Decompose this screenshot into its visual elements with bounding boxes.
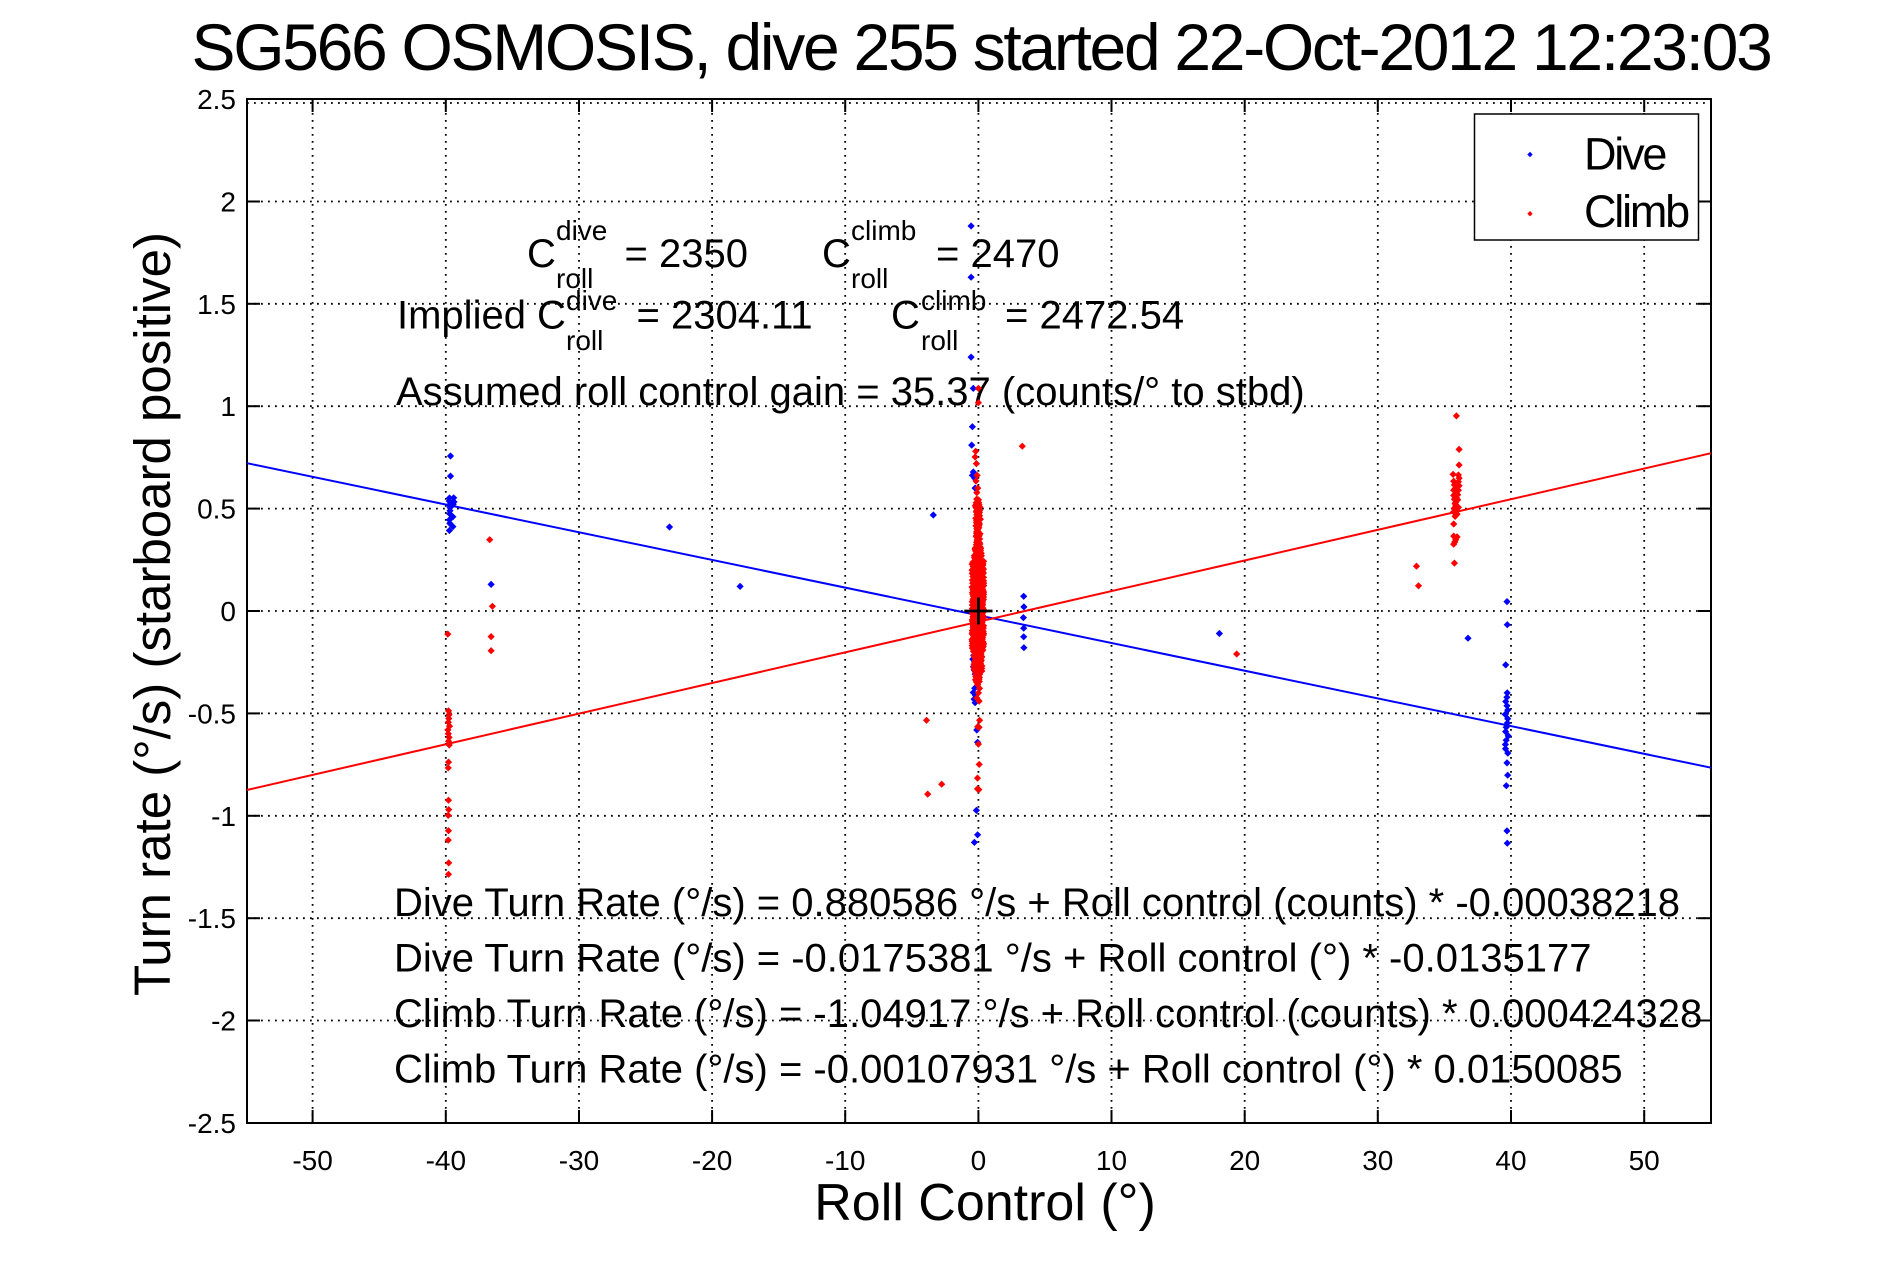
svg-text:Roll Control (°): Roll Control (°) — [814, 1174, 1156, 1232]
svg-text:-50: -50 — [292, 1145, 332, 1176]
svg-text:40: 40 — [1495, 1145, 1526, 1176]
svg-text:0.5: 0.5 — [197, 494, 236, 525]
svg-text:Climb Turn Rate (°/s) = -1.049: Climb Turn Rate (°/s) = -1.04917 °/s + R… — [394, 992, 1702, 1036]
svg-text:Dive Turn Rate (°/s) = -0.0175: Dive Turn Rate (°/s) = -0.0175381 °/s + … — [394, 937, 1591, 981]
svg-text:-30: -30 — [559, 1145, 599, 1176]
svg-text:2.5: 2.5 — [197, 84, 236, 115]
svg-text:Dive: Dive — [1584, 129, 1666, 180]
svg-text:1: 1 — [220, 391, 236, 422]
svg-text:-20: -20 — [692, 1145, 732, 1176]
svg-text:SG566 OSMOSIS, dive 255 starte: SG566 OSMOSIS, dive 255 started 22-Oct-2… — [191, 10, 1770, 84]
svg-text:Dive Turn Rate (°/s) = 0.88058: Dive Turn Rate (°/s) = 0.880586 °/s + Ro… — [394, 881, 1680, 925]
svg-text:-10: -10 — [825, 1145, 865, 1176]
svg-text:2: 2 — [220, 187, 236, 218]
svg-text:50: 50 — [1629, 1145, 1660, 1176]
svg-text:20: 20 — [1229, 1145, 1260, 1176]
svg-text:1.5: 1.5 — [197, 289, 236, 320]
svg-text:0: 0 — [220, 596, 236, 627]
svg-text:-1: -1 — [211, 801, 236, 832]
svg-text:Assumed roll control gain = 35: Assumed roll control gain = 35.37 (count… — [396, 370, 1305, 414]
svg-text:10: 10 — [1096, 1145, 1127, 1176]
svg-text:Climb: Climb — [1584, 186, 1689, 237]
svg-text:-1.5: -1.5 — [188, 903, 236, 934]
svg-text:Turn rate (°/s) (starboard pos: Turn rate (°/s) (starboard positive) — [124, 232, 181, 996]
svg-text:-2.5: -2.5 — [188, 1108, 236, 1139]
svg-text:-2: -2 — [211, 1006, 236, 1037]
svg-text:-40: -40 — [426, 1145, 466, 1176]
svg-text:-0.5: -0.5 — [188, 698, 236, 729]
svg-text:0: 0 — [971, 1145, 987, 1176]
svg-text:Climb Turn Rate (°/s) = -0.001: Climb Turn Rate (°/s) = -0.00107931 °/s … — [394, 1048, 1623, 1092]
svg-text:30: 30 — [1362, 1145, 1393, 1176]
